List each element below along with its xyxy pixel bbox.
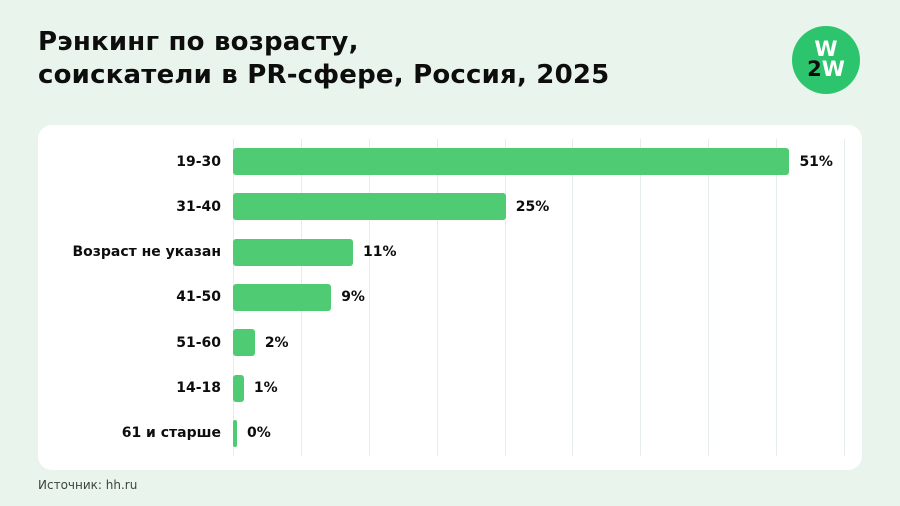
bar-area: 9% [233,283,844,311]
bar [233,193,506,221]
chart-row: 61 и старше 0% [38,411,844,456]
source-text: Источник: hh.ru [38,478,138,492]
chart-row: 14-18 1% [38,366,844,411]
bar [233,148,790,176]
header: Рэнкинг по возрасту, соискатели в PR-сфе… [38,26,862,94]
bar [233,283,332,311]
w2w-logo: W 2W [792,26,860,94]
value-label: 25% [515,198,550,215]
category-label: 31-40 [176,198,221,215]
category-label: 41-50 [176,289,221,306]
value-label: 1% [253,380,278,397]
bar-area: 25% [233,193,844,221]
category-label: 51-60 [176,334,221,351]
gridline [504,139,506,456]
chart-row: Возраст не указан 11% [38,230,844,275]
value-label: 0% [247,425,271,442]
category-label: Возраст не указан [72,244,221,261]
logo-line1: W [814,37,838,62]
chart-row: 31-40 25% [38,184,844,229]
bar-area: 51% [233,148,844,176]
chart-panel: 19-30 51% 31-40 25% Возраст не указан 11% 41-5… [38,125,862,470]
bar [233,238,354,266]
gridline [640,139,642,456]
value-label: 2% [264,334,289,351]
chart-row: 19-30 51% [38,139,844,184]
gridline [708,139,710,456]
category-label: 14-18 [176,380,221,397]
bar-area: 1% [233,374,844,402]
chart-row: 41-50 9% [38,275,844,320]
bar [233,374,244,402]
category-label: 19-30 [176,153,221,170]
gridline [436,139,438,456]
gridline [368,139,370,456]
gridline [844,139,845,456]
chart-rows: 19-30 51% 31-40 25% Возраст не указан 11% 41-5… [38,139,844,456]
bar-chart: 19-30 51% 31-40 25% Возраст не указан 11% 41-5… [38,139,845,456]
bar-area: 0% [233,419,844,447]
page-title-line1: Рэнкинг по возрасту, [38,27,359,57]
value-label: 9% [341,289,365,306]
page-title: Рэнкинг по возрасту, соискатели в PR-сфе… [38,26,609,93]
page-title-line2: соискатели в PR-сфере, Россия, 2025 [38,60,610,91]
logo-line2: 2W [807,57,845,81]
category-label: 61 и старше [121,425,221,442]
bar-area: 11% [233,238,844,266]
gridline [776,139,778,456]
bar [233,329,255,357]
value-label: 11% [363,244,397,261]
logo-letter: W [821,57,845,81]
gridline [572,139,574,456]
bar [233,419,237,447]
bar-area: 2% [233,329,844,357]
chart-row: 51-60 2% [38,320,844,365]
logo-digit: 2 [807,57,822,81]
value-label: 51% [799,153,833,170]
